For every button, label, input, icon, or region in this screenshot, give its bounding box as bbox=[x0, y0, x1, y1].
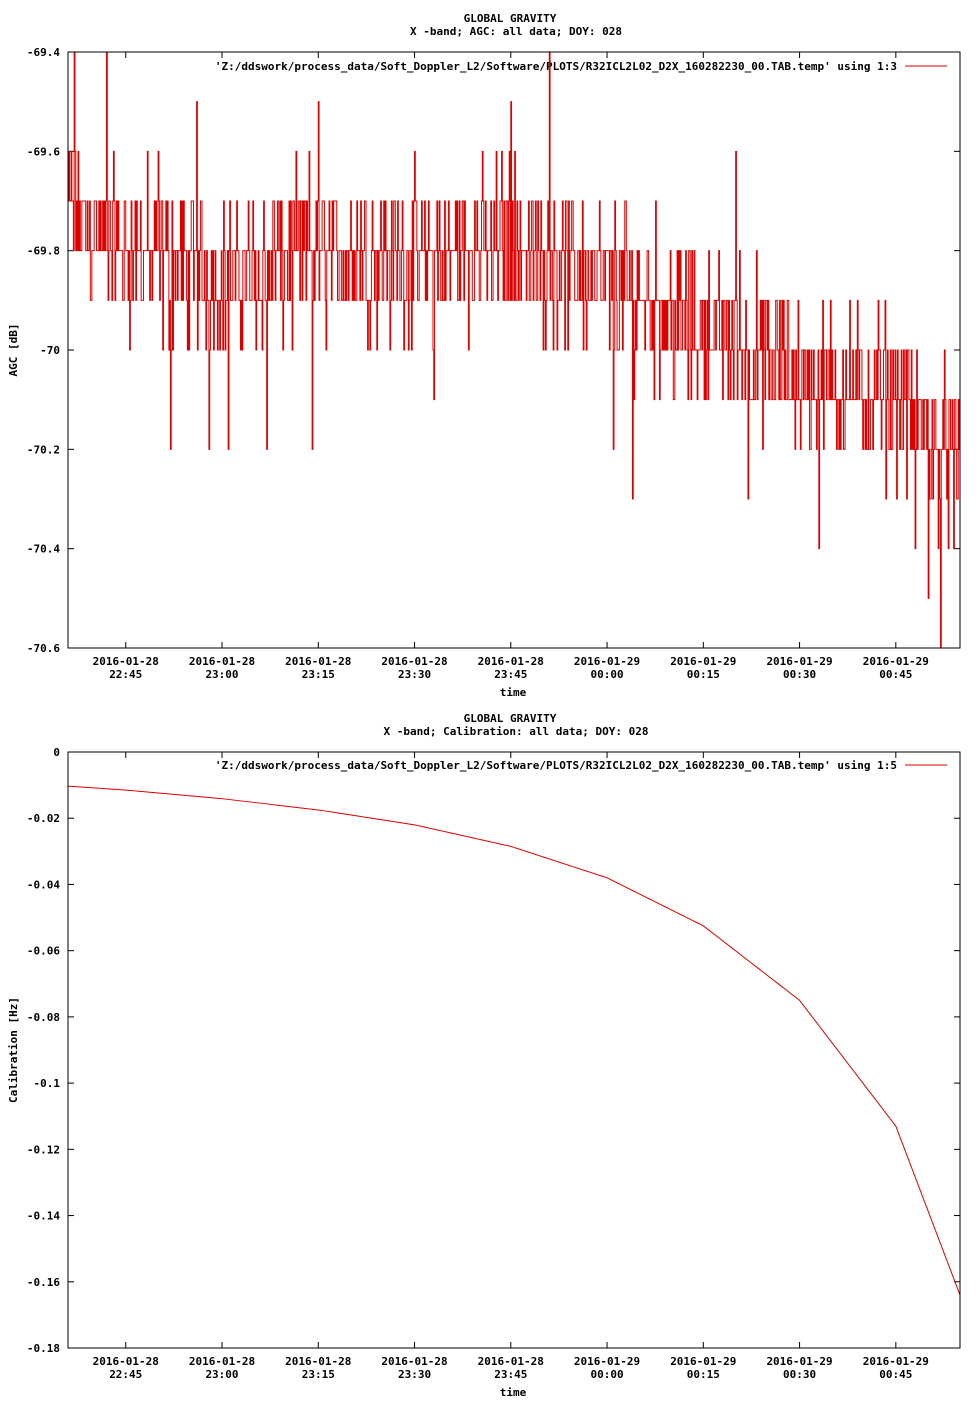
x-tick-date: 2016-01-28 bbox=[285, 655, 351, 668]
y-tick-label: -70.6 bbox=[27, 642, 60, 655]
y-tick-label: -0.02 bbox=[27, 812, 60, 825]
chart-subtitle: X -band; Calibration: all data; DOY: 028 bbox=[384, 725, 649, 738]
x-tick-time: 00:15 bbox=[687, 668, 720, 681]
x-tick-date: 2016-01-29 bbox=[863, 1355, 929, 1368]
x-tick-time: 23:45 bbox=[494, 668, 527, 681]
x-tick-date: 2016-01-29 bbox=[670, 655, 736, 668]
x-tick-time: 23:15 bbox=[302, 1368, 335, 1381]
x-tick-time: 22:45 bbox=[109, 1368, 142, 1381]
legend-label: 'Z:/ddswork/process_data/Soft_Doppler_L2… bbox=[215, 759, 897, 772]
legend-label: 'Z:/ddswork/process_data/Soft_Doppler_L2… bbox=[215, 60, 897, 73]
y-tick-label: -70.2 bbox=[27, 443, 60, 456]
y-tick-label: -70.4 bbox=[27, 543, 60, 556]
x-tick-time: 00:30 bbox=[783, 1368, 816, 1381]
chart-title: GLOBAL GRAVITY bbox=[464, 712, 557, 725]
chart-title: GLOBAL GRAVITY bbox=[464, 12, 557, 25]
x-tick-date: 2016-01-28 bbox=[381, 655, 447, 668]
x-axis-label: time bbox=[500, 1386, 527, 1399]
x-tick-time: 23:00 bbox=[205, 668, 238, 681]
x-tick-date: 2016-01-28 bbox=[381, 1355, 447, 1368]
x-tick-date: 2016-01-29 bbox=[574, 655, 640, 668]
y-tick-label: -0.04 bbox=[27, 878, 60, 891]
y-tick-label: -70 bbox=[40, 344, 60, 357]
x-tick-date: 2016-01-28 bbox=[93, 1355, 159, 1368]
x-tick-date: 2016-01-28 bbox=[93, 655, 159, 668]
x-tick-time: 00:15 bbox=[687, 1368, 720, 1381]
x-tick-date: 2016-01-29 bbox=[766, 1355, 832, 1368]
x-tick-time: 00:00 bbox=[590, 1368, 623, 1381]
agc-chart: GLOBAL GRAVITY X -band; AGC: all data; D… bbox=[7, 12, 961, 699]
x-tick-date: 2016-01-28 bbox=[478, 1355, 544, 1368]
y-tick-label: -69.8 bbox=[27, 245, 60, 258]
x-tick-time: 00:30 bbox=[783, 668, 816, 681]
calibration-chart: GLOBAL GRAVITY X -band; Calibration: all… bbox=[7, 712, 961, 1399]
y-tick-label: -0.18 bbox=[27, 1342, 60, 1355]
y-tick-label: -0.12 bbox=[27, 1143, 60, 1156]
x-tick-date: 2016-01-29 bbox=[766, 655, 832, 668]
x-tick-time: 00:45 bbox=[879, 668, 912, 681]
y-tick-label: -0.16 bbox=[27, 1276, 60, 1289]
x-tick-time: 23:00 bbox=[205, 1368, 238, 1381]
x-axis-label: time bbox=[500, 686, 527, 699]
y-tick-label: -69.4 bbox=[27, 46, 60, 59]
y-tick-label: -0.14 bbox=[27, 1210, 60, 1223]
x-tick-date: 2016-01-29 bbox=[574, 1355, 640, 1368]
plot-frame bbox=[67, 51, 961, 649]
x-tick-date: 2016-01-29 bbox=[670, 1355, 736, 1368]
x-tick-time: 00:45 bbox=[879, 1368, 912, 1381]
x-tick-time: 23:30 bbox=[398, 1368, 431, 1381]
y-tick-label: -0.08 bbox=[27, 1011, 60, 1024]
plot-area bbox=[68, 52, 960, 648]
y-tick-label: -0.06 bbox=[27, 945, 60, 958]
x-tick-time: 23:15 bbox=[302, 668, 335, 681]
x-tick-time: 22:45 bbox=[109, 668, 142, 681]
x-tick-time: 23:30 bbox=[398, 668, 431, 681]
x-tick-date: 2016-01-28 bbox=[189, 1355, 255, 1368]
series-line bbox=[68, 52, 960, 648]
y-tick-label: -69.6 bbox=[27, 145, 60, 158]
y-axis-label: Calibration [Hz] bbox=[7, 997, 20, 1103]
axis-ticks: 0 -0.02 -0.04 -0.06 -0.08 -0.1 -0.12 -0.14 -0.16… bbox=[27, 746, 960, 1381]
plot-area bbox=[68, 785, 960, 1296]
x-tick-date: 2016-01-28 bbox=[285, 1355, 351, 1368]
x-tick-date: 2016-01-28 bbox=[189, 655, 255, 668]
plot-frame bbox=[67, 751, 961, 1349]
series-line bbox=[68, 785, 960, 1296]
y-axis-label: AGC [dB] bbox=[7, 324, 20, 377]
x-tick-time: 00:00 bbox=[590, 668, 623, 681]
x-tick-time: 23:45 bbox=[494, 1368, 527, 1381]
axis-ticks: -69.4 -69.6 -69.8 -70 -70.2 -70.4 -70.6 2016-01… bbox=[27, 46, 960, 681]
chart-subtitle: X -band; AGC: all data; DOY: 028 bbox=[410, 25, 622, 38]
x-tick-date: 2016-01-29 bbox=[863, 655, 929, 668]
y-tick-label: 0 bbox=[53, 746, 60, 759]
y-tick-label: -0.1 bbox=[34, 1077, 61, 1090]
x-tick-date: 2016-01-28 bbox=[478, 655, 544, 668]
